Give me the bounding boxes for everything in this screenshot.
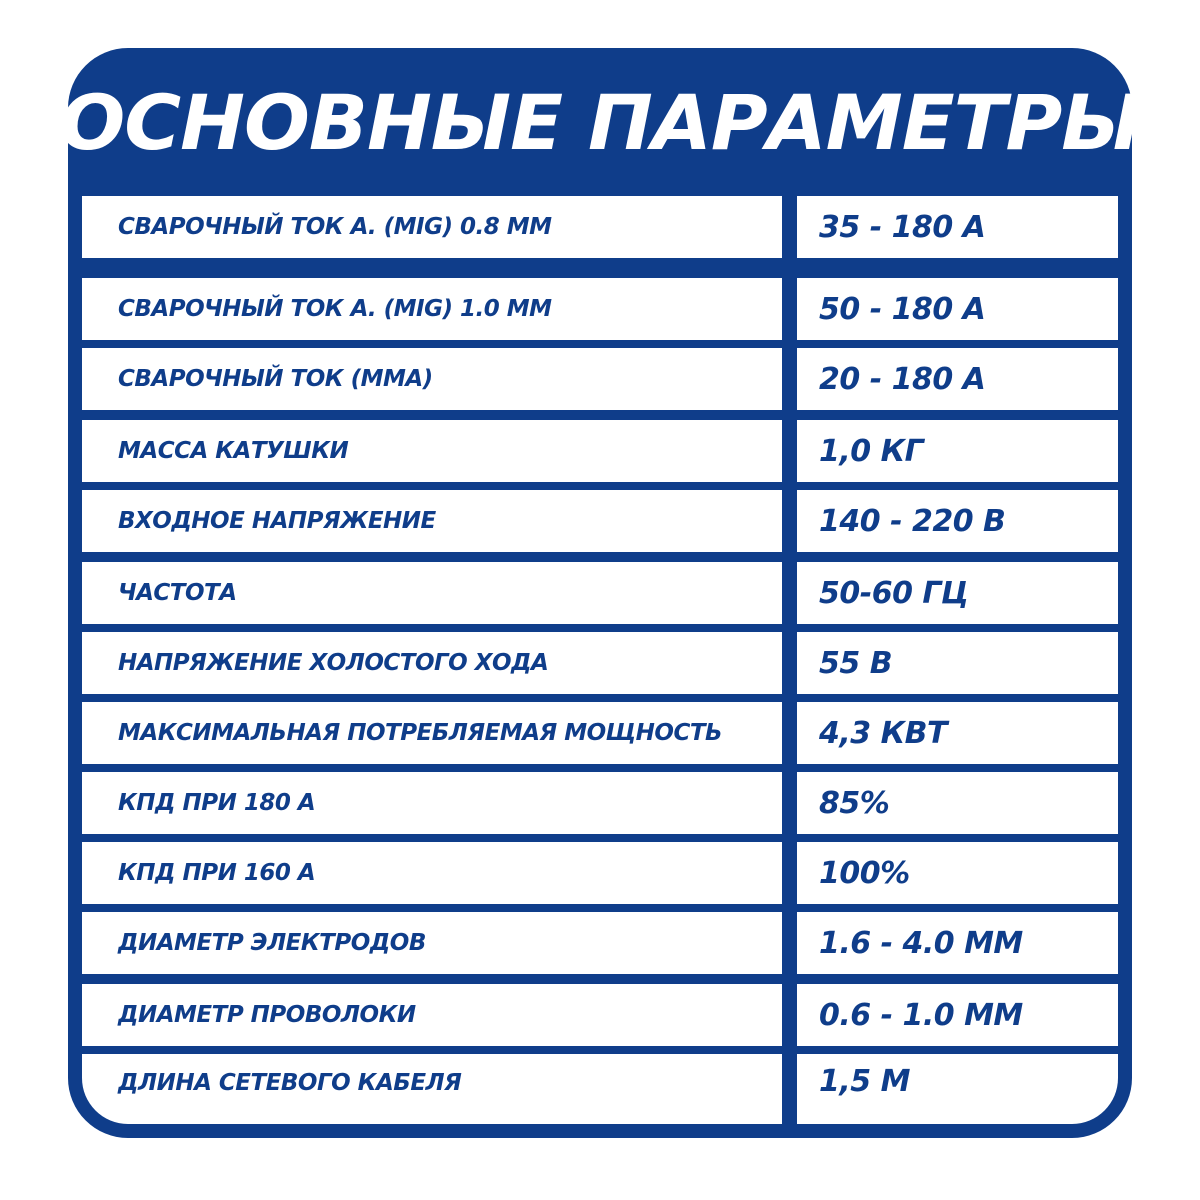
param-value: 1.6 - 4.0 ММ — [797, 912, 1118, 974]
table-row: НАПРЯЖЕНИЕ ХОЛОСТОГО ХОДА 55 В — [82, 632, 1118, 694]
param-label: СВАРОЧНЫЙ ТОК А. (MIG) 0.8 ММ — [82, 196, 782, 258]
param-label: ВХОДНОЕ НАПРЯЖЕНИЕ — [82, 490, 782, 552]
param-value: 0.6 - 1.0 ММ — [797, 984, 1118, 1046]
table-row: СВАРОЧНЫЙ ТОК А. (MIG) 1.0 ММ 50 - 180 А — [82, 278, 1118, 340]
param-label: ДИАМЕТР ПРОВОЛОКИ — [82, 984, 782, 1046]
param-label: ДИАМЕТР ЭЛЕКТРОДОВ — [82, 912, 782, 974]
table-row: ВХОДНОЕ НАПРЯЖЕНИЕ 140 - 220 В — [82, 490, 1118, 552]
param-value: 1,5 М — [797, 1054, 1118, 1124]
table-row: СВАРОЧНЫЙ ТОК (ММА) 20 - 180 А — [82, 348, 1118, 410]
table-row: ДЛИНА СЕТЕВОГО КАБЕЛЯ 1,5 М — [82, 1054, 1118, 1124]
table-row: КПД ПРИ 180 А 85% — [82, 772, 1118, 834]
param-label: ДЛИНА СЕТЕВОГО КАБЕЛЯ — [82, 1054, 782, 1124]
param-label: СВАРОЧНЫЙ ТОК (ММА) — [82, 348, 782, 410]
page-title: ОСНОВНЫЕ ПАРАМЕТРЫ — [59, 78, 1141, 167]
param-value: 100% — [797, 842, 1118, 904]
table-row: СВАРОЧНЫЙ ТОК А. (MIG) 0.8 ММ 35 - 180 А — [82, 196, 1118, 258]
param-label: КПД ПРИ 160 А — [82, 842, 782, 904]
param-value: 140 - 220 В — [797, 490, 1118, 552]
table-row: КПД ПРИ 160 А 100% — [82, 842, 1118, 904]
table-row: ЧАСТОТА 50-60 ГЦ — [82, 562, 1118, 624]
param-label: МАКСИМАЛЬНАЯ ПОТРЕБЛЯЕМАЯ МОЩНОСТЬ — [82, 702, 782, 764]
param-label: КПД ПРИ 180 А — [82, 772, 782, 834]
param-value: 55 В — [797, 632, 1118, 694]
param-label: ЧАСТОТА — [82, 562, 782, 624]
param-label: СВАРОЧНЫЙ ТОК А. (MIG) 1.0 ММ — [82, 278, 782, 340]
param-value: 1,0 КГ — [797, 420, 1118, 482]
table-row: МАКСИМАЛЬНАЯ ПОТРЕБЛЯЕМАЯ МОЩНОСТЬ 4,3 КВ… — [82, 702, 1118, 764]
param-value: 35 - 180 А — [797, 196, 1118, 258]
table-row: МАССА КАТУШКИ 1,0 КГ — [82, 420, 1118, 482]
table-row: ДИАМЕТР ЭЛЕКТРОДОВ 1.6 - 4.0 ММ — [82, 912, 1118, 974]
table-row: ДИАМЕТР ПРОВОЛОКИ 0.6 - 1.0 ММ — [82, 984, 1118, 1046]
param-value: 4,3 КВТ — [797, 702, 1118, 764]
param-label: НАПРЯЖЕНИЕ ХОЛОСТОГО ХОДА — [82, 632, 782, 694]
param-label: МАССА КАТУШКИ — [82, 420, 782, 482]
param-value: 85% — [797, 772, 1118, 834]
param-value: 20 - 180 А — [797, 348, 1118, 410]
param-value: 50 - 180 А — [797, 278, 1118, 340]
param-value: 50-60 ГЦ — [797, 562, 1118, 624]
